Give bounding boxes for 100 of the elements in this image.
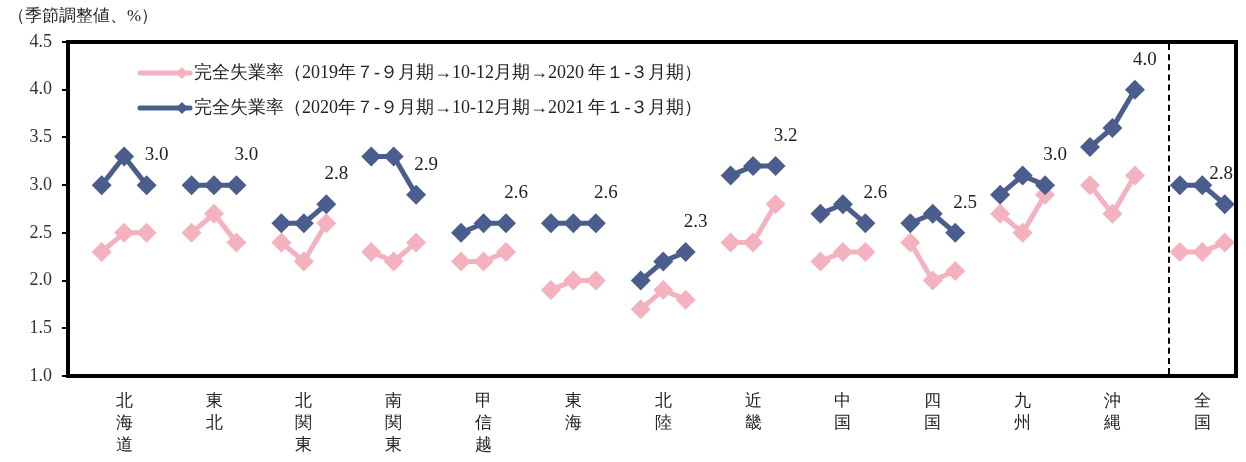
y-axis-title: （季節調整値、%）	[8, 6, 159, 26]
x-tick-label: 沖縄	[1102, 390, 1121, 432]
point	[990, 203, 1011, 224]
point	[1035, 175, 1056, 196]
point	[630, 270, 651, 291]
point	[204, 203, 224, 224]
point	[1214, 194, 1235, 215]
data-label: 2.9	[414, 152, 439, 174]
point	[832, 241, 853, 262]
point	[293, 213, 314, 234]
point	[922, 203, 943, 224]
y-tick-label: 1.5	[29, 317, 52, 338]
point	[832, 194, 853, 215]
point	[1102, 117, 1123, 138]
point	[540, 280, 561, 301]
x-tick-label: 近畿	[744, 390, 762, 432]
x-tick-label: 東北	[205, 390, 223, 432]
y-tick-label: 3.5	[29, 126, 52, 147]
point	[136, 175, 157, 196]
point	[361, 241, 382, 262]
point	[496, 241, 516, 262]
point	[1102, 203, 1123, 224]
data-label: 3.0	[234, 143, 259, 165]
point	[675, 289, 696, 310]
data-label: 3.0	[1043, 143, 1067, 165]
legend-label: 完全失業率（2020年７-９月期→10-12月期→2021 年１-３月期）	[194, 96, 703, 117]
point	[585, 213, 606, 234]
point	[810, 251, 831, 272]
data-label: 2.6	[593, 181, 618, 203]
data-label: 3.0	[144, 143, 169, 165]
point	[585, 270, 606, 291]
y-tick-label: 2.0	[29, 269, 52, 290]
point	[226, 232, 247, 253]
x-tick-label: 北関東	[295, 390, 313, 454]
point	[765, 156, 786, 177]
legend-label: 完全失業率（2019年７-９月期→10-12月期→2020 年１-３月期）	[194, 61, 703, 82]
point	[900, 213, 921, 234]
data-label: 2.8	[1209, 162, 1233, 184]
point	[114, 146, 135, 167]
point	[293, 251, 314, 272]
data-label: 2.5	[953, 190, 978, 212]
point	[473, 213, 494, 234]
point	[1192, 241, 1213, 262]
point	[922, 270, 943, 291]
data-label: 2.3	[683, 209, 708, 231]
point	[765, 194, 786, 215]
point	[563, 213, 584, 234]
point	[406, 184, 427, 205]
point	[630, 299, 651, 320]
point	[91, 241, 112, 262]
point	[900, 232, 921, 253]
point	[743, 232, 764, 253]
point	[855, 241, 876, 262]
y-tick-label: 2.5	[29, 221, 52, 242]
point	[271, 213, 292, 234]
data-label: 4.0	[1133, 47, 1157, 69]
point	[653, 251, 674, 272]
x-tick-label: 九州	[1014, 390, 1032, 432]
point	[675, 241, 696, 262]
y-tick-label: 3.0	[29, 173, 52, 194]
point	[496, 213, 516, 234]
point	[91, 175, 112, 196]
point	[316, 213, 337, 234]
point	[1124, 79, 1145, 100]
point	[653, 280, 674, 301]
point	[451, 251, 472, 272]
data-label: 3.2	[773, 124, 798, 146]
y-tick-label: 1.0	[29, 364, 52, 385]
point	[1080, 175, 1100, 196]
point	[563, 270, 584, 291]
x-tick-label: 甲信越	[475, 390, 493, 454]
point	[1169, 241, 1190, 262]
point	[451, 222, 472, 243]
point	[743, 156, 764, 177]
point	[383, 251, 404, 272]
point	[540, 213, 561, 234]
point	[945, 261, 966, 282]
data-label: 2.6	[863, 181, 888, 203]
point	[114, 222, 135, 243]
point	[136, 222, 157, 243]
point	[990, 184, 1011, 205]
point	[316, 194, 337, 215]
point	[1169, 175, 1190, 196]
point	[1012, 165, 1033, 186]
data-label: 2.6	[504, 181, 528, 203]
point	[204, 175, 224, 196]
x-tick-label: 中国	[834, 390, 852, 432]
point	[406, 232, 427, 253]
y-tick-label: 4.0	[29, 78, 52, 99]
data-label: 2.8	[324, 162, 349, 184]
point	[226, 175, 247, 196]
point	[383, 146, 404, 167]
point	[473, 251, 494, 272]
x-tick-label: 北陸	[654, 390, 672, 432]
x-tick-label: 北海道	[115, 390, 133, 454]
point	[810, 203, 831, 224]
point	[1124, 165, 1145, 186]
point	[720, 165, 741, 186]
point	[181, 222, 202, 243]
x-tick-label: 四国	[924, 390, 942, 432]
